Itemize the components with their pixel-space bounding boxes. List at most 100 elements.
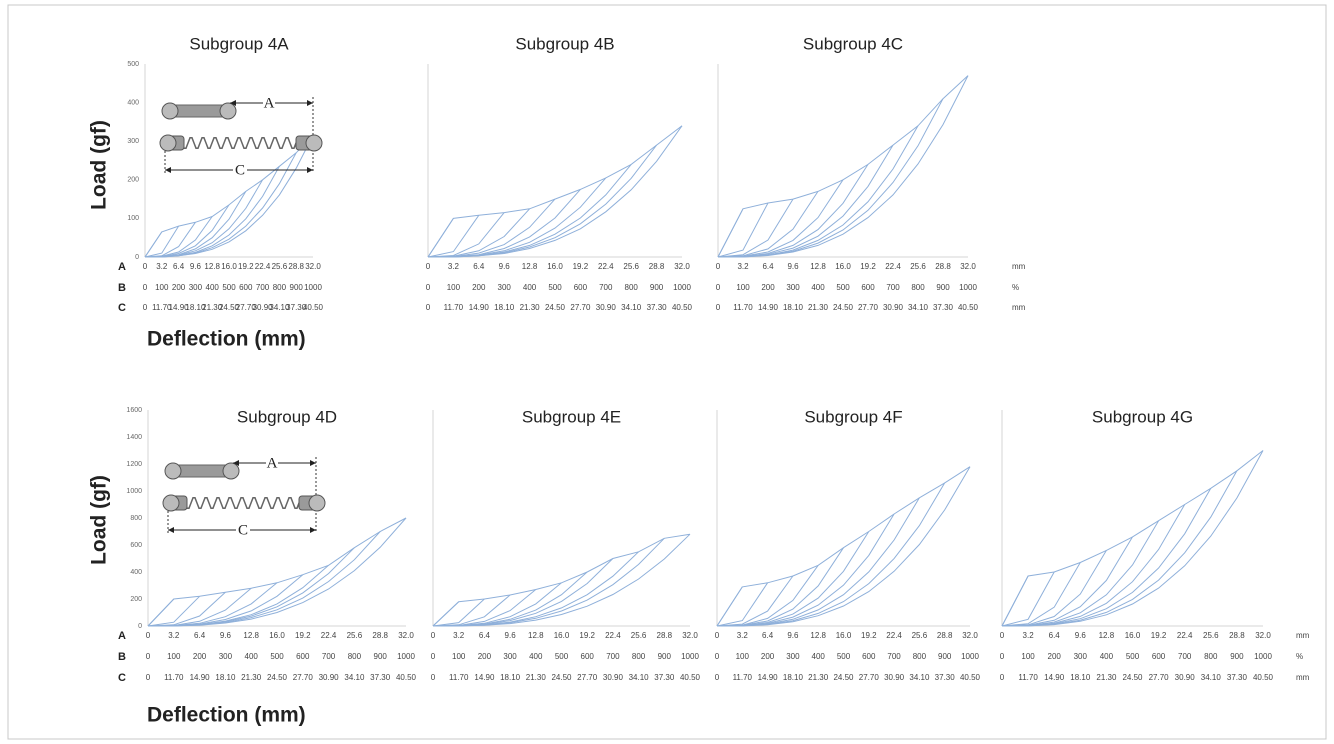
row-letter: C — [118, 302, 126, 314]
x-tick-label: 30.90 — [253, 303, 274, 312]
x-tick-label: 300 — [1074, 652, 1088, 661]
load-curve — [427, 218, 454, 258]
x-tick-label: 22.4 — [886, 631, 902, 640]
x-tick-label: 3.2 — [1023, 631, 1035, 640]
x-tick-label: 22.4 — [255, 262, 271, 271]
label-bg — [263, 95, 275, 111]
load-curve — [144, 231, 163, 258]
load-curve — [428, 125, 683, 258]
x-tick-label: 11.70 — [444, 303, 464, 312]
x-tick-label: 22.4 — [321, 631, 337, 640]
x-tick-label: 28.8 — [1229, 631, 1245, 640]
x-tick-label: 19.2 — [238, 262, 254, 271]
x-tick-label: 0 — [1000, 631, 1005, 640]
x-tick-label: 27.70 — [859, 673, 880, 682]
x-tick-label: 500 — [270, 652, 284, 661]
open-spring — [184, 497, 302, 509]
load-curve — [432, 533, 691, 627]
x-tick-label: 28.8 — [657, 631, 673, 640]
x-tick-label: 800 — [1204, 652, 1218, 661]
x-tick-label: 9.6 — [190, 262, 202, 271]
load-curve — [427, 215, 480, 258]
x-tick-label: 34.10 — [908, 303, 929, 312]
x-tick-label: 32.0 — [962, 631, 978, 640]
x-tick-label: 6.4 — [1049, 631, 1061, 640]
x-tick-label: 12.8 — [243, 631, 259, 640]
x-tick-label: 900 — [1230, 652, 1244, 661]
x-tick-label: 30.90 — [884, 673, 905, 682]
x-tick-label: 9.6 — [499, 262, 511, 271]
label-bg — [266, 455, 278, 471]
frame — [7, 4, 1327, 740]
y-tick-label: 0 — [138, 623, 142, 630]
x-tick-label: 0 — [146, 673, 151, 682]
x-tick-label: 6.4 — [762, 631, 774, 640]
x-tick-label: 25.6 — [623, 262, 639, 271]
y-tick-label: 0 — [135, 254, 139, 261]
x-tick-label: 28.8 — [937, 631, 953, 640]
x-tick-label: 11.70 — [152, 303, 172, 312]
load-curve — [147, 598, 175, 627]
load-curve — [717, 208, 744, 258]
x-tick-label: 900 — [290, 283, 304, 292]
x-tick-label: 37.30 — [370, 673, 391, 682]
x-tick-label: 14.90 — [169, 303, 190, 312]
panel-title: Subgroup 4G — [1092, 407, 1193, 426]
x-tick-label: 300 — [498, 283, 512, 292]
y-tick-label: 500 — [127, 61, 139, 68]
x-tick-label: 200 — [193, 652, 207, 661]
row-unit: % — [1012, 283, 1019, 292]
x-tick-label: 25.6 — [631, 631, 647, 640]
y-tick-label: 800 — [130, 515, 142, 522]
x-tick-label: 600 — [239, 283, 253, 292]
x-tick-label: 25.6 — [1203, 631, 1219, 640]
x-tick-label: 700 — [606, 652, 620, 661]
x-tick-label: 12.8 — [528, 631, 544, 640]
x-tick-label: 500 — [1126, 652, 1140, 661]
y-tick-label: 1200 — [126, 461, 142, 468]
row-unit: % — [1296, 652, 1303, 661]
x-tick-label: 27.70 — [236, 303, 257, 312]
x-tick-label: 700 — [322, 652, 336, 661]
row-letter: B — [118, 651, 126, 663]
load-curve — [716, 466, 971, 627]
y-tick-label: 200 — [127, 177, 139, 184]
x-tick-label: 100 — [447, 283, 461, 292]
x-tick-label: 32.0 — [305, 262, 321, 271]
x-tick-label: 9.6 — [505, 631, 517, 640]
x-tick-label: 200 — [478, 652, 492, 661]
spring-eye — [305, 134, 323, 152]
x-tick-label: 600 — [574, 283, 588, 292]
x-tick-label: 30.90 — [1175, 673, 1196, 682]
x-tick-label: 16.0 — [221, 262, 237, 271]
inset-label: A — [267, 455, 278, 471]
x-tick-label: 500 — [555, 652, 569, 661]
spring-inset: AC — [162, 455, 326, 538]
row-unit: mm — [1296, 631, 1310, 640]
x-tick-label: 27.70 — [1149, 673, 1170, 682]
x-tick-label: 21.30 — [808, 673, 829, 682]
y-tick-label: 1000 — [126, 488, 142, 495]
x-tick-label: 300 — [219, 652, 233, 661]
spring-eye — [159, 134, 177, 152]
x-tick-label: 32.0 — [682, 631, 698, 640]
x-tick-label: 18.10 — [215, 673, 236, 682]
x-tick-label: 1000 — [681, 652, 699, 661]
x-tick-label: 1000 — [304, 283, 322, 292]
x-tick-label: 1000 — [959, 283, 977, 292]
panel-title: Subgroup 4C — [803, 34, 903, 53]
load-curve — [145, 135, 314, 258]
x-tick-label: 21.30 — [808, 303, 829, 312]
x-tick-label: 18.10 — [494, 303, 515, 312]
x-tick-label: 27.70 — [293, 673, 314, 682]
row-unit: mm — [1012, 303, 1026, 312]
x-tick-label: 700 — [886, 283, 900, 292]
x-tick-label: 34.10 — [909, 673, 930, 682]
x-tick-label: 27.70 — [577, 673, 598, 682]
panel-title: Subgroup 4F — [804, 407, 902, 426]
x-tick-label: 0 — [715, 631, 720, 640]
x-tick-label: 0 — [426, 262, 431, 271]
x-tick-label: 0 — [426, 283, 431, 292]
x-tick-label: 400 — [529, 652, 543, 661]
